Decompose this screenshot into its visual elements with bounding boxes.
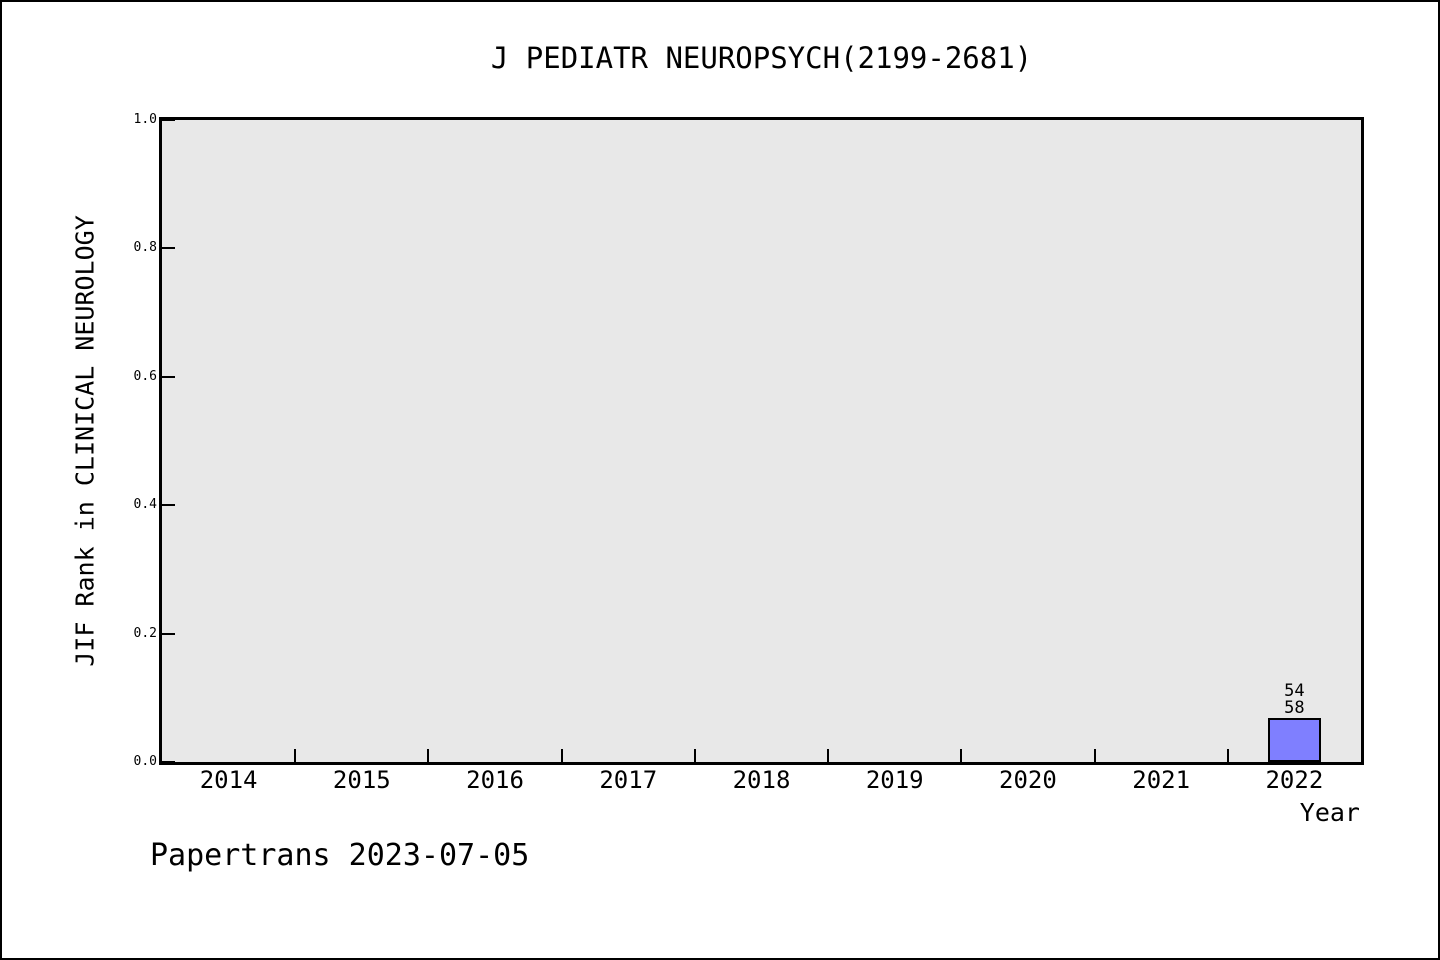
y-tick-label: 0.6 (133, 368, 157, 384)
plot-area (159, 117, 1364, 765)
x-tick-label: 2020 (999, 766, 1057, 794)
chart-title: J PEDIATR NEUROPSYCH(2199-2681) (490, 41, 1033, 75)
footer-watermark: Papertrans 2023-07-05 (150, 838, 530, 873)
x-tick-mark (1226, 749, 1229, 762)
y-tick-label: 0.8 (133, 240, 157, 256)
x-tick-mark (427, 749, 430, 762)
bar-value-line: 54 (1284, 681, 1305, 701)
x-axis-label: Year (1299, 798, 1360, 827)
x-tick-mark (1093, 749, 1096, 762)
x-tick-label: 2018 (732, 766, 791, 794)
y-tick-mark (162, 761, 175, 763)
x-tick-mark (960, 749, 963, 762)
y-axis-label: JIF Rank in CLINICAL NEUROLOGY (70, 215, 100, 667)
x-tick-label: 2014 (199, 766, 258, 794)
x-tick-mark (294, 749, 297, 762)
bar-2022 (1267, 718, 1321, 762)
y-tick-mark (162, 632, 175, 635)
x-tick-label: 2022 (1265, 766, 1324, 794)
x-tick-mark (693, 749, 696, 762)
y-tick-label: 0.2 (133, 625, 157, 641)
x-tick-label: 2017 (599, 766, 658, 794)
x-tick-label: 2019 (865, 766, 924, 794)
y-tick-mark (162, 504, 175, 507)
y-tick-label: 0.4 (133, 497, 157, 513)
bar-value-line: 58 (1284, 698, 1305, 718)
x-tick-mark (560, 749, 563, 762)
x-tick-label: 2021 (1132, 766, 1191, 794)
x-tick-label: 2016 (466, 766, 524, 794)
bar-value-label: 54 58 (1244, 683, 1344, 717)
x-tick-mark (827, 749, 830, 762)
y-tick-mark (162, 247, 175, 250)
y-tick-label: 1.0 (133, 112, 157, 127)
y-tick-mark (162, 119, 175, 121)
y-tick-mark (162, 375, 175, 378)
x-tick-label: 2015 (332, 766, 391, 794)
y-tick-label: 0.0 (133, 754, 157, 769)
